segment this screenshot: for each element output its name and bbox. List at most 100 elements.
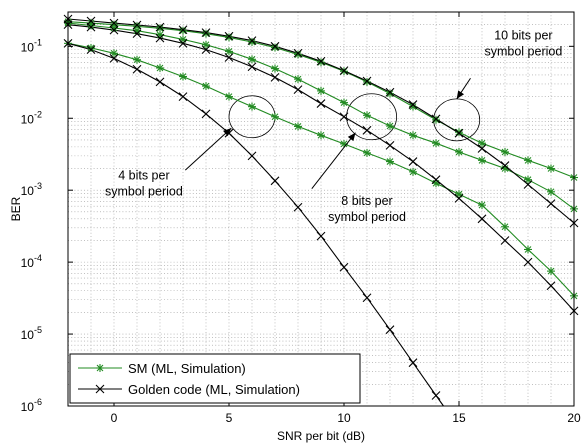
golden-code-4bit-marker xyxy=(155,77,165,87)
sm-4bit-marker xyxy=(156,63,164,72)
golden-code-8bit-marker xyxy=(523,257,533,267)
golden-code-8bit-marker xyxy=(385,140,395,150)
sm-4bit-marker xyxy=(317,131,325,140)
sm-10bit-marker xyxy=(455,128,463,137)
golden-code-10bit-marker xyxy=(500,161,510,170)
golden-code-10bit-marker xyxy=(477,144,487,153)
golden-code-8bit-marker xyxy=(178,38,188,48)
sm-10bit-marker xyxy=(179,26,187,35)
sm-4bit-marker xyxy=(294,122,302,131)
golden-code-4bit-marker xyxy=(385,325,395,335)
golden-code-10bit-marker xyxy=(201,28,211,38)
sm-10bit-marker xyxy=(363,77,371,86)
golden-code-10bit-marker xyxy=(339,66,349,75)
annotation-arrows xyxy=(184,77,471,189)
annotations: 10 bits per symbol period 4 bits per symbol… xyxy=(105,28,562,224)
golden-code-4bit-marker xyxy=(293,202,303,212)
x-tick-label: 15 xyxy=(452,411,466,425)
golden-code-10bit-marker xyxy=(178,25,188,35)
sm-4bit-marker xyxy=(202,82,210,91)
legend-label: Golden code (ML, Simulation) xyxy=(128,382,300,397)
sm-4bit-marker xyxy=(133,55,141,64)
x-tick-label: 10 xyxy=(337,411,351,425)
golden-code-10bit-marker xyxy=(293,48,303,58)
golden-code-8bit-marker xyxy=(132,29,142,39)
golden-code-8bit-marker xyxy=(86,22,96,32)
golden-code-10bit-marker xyxy=(270,41,280,51)
sm-10bit-marker xyxy=(225,33,233,42)
sm-8bit-marker xyxy=(317,86,325,95)
golden-code-10bit-marker xyxy=(431,114,441,124)
golden-code-4bit-marker xyxy=(178,92,188,101)
annotation-arrow xyxy=(311,132,356,189)
sm-4bit-marker xyxy=(87,43,95,52)
plot-frame xyxy=(67,11,575,407)
legend-box xyxy=(69,353,361,404)
y-tick-label: 10-5 xyxy=(21,325,42,342)
golden-code-8bit-marker xyxy=(247,62,257,72)
sm-4bit-marker xyxy=(478,201,486,210)
sm-8bit-marker xyxy=(225,47,233,56)
golden-code-10bit-marker xyxy=(316,56,326,66)
golden-code-4bit-marker xyxy=(270,176,280,186)
sm-8bit-marker xyxy=(409,131,417,140)
golden-code-10bit-marker xyxy=(523,180,533,189)
golden-code-10bit-marker xyxy=(86,16,96,26)
golden-code-4bit-marker xyxy=(316,231,326,241)
golden-code-10bit-marker xyxy=(155,22,165,32)
golden-code-8bit-marker xyxy=(362,125,372,135)
sm-8bit-marker xyxy=(432,139,440,148)
sm-8bit-marker xyxy=(294,75,302,84)
x-tick-label: 20 xyxy=(567,411,581,425)
sm-10bit-marker xyxy=(202,29,210,38)
y-tick-label: 10-1 xyxy=(21,37,42,54)
sm-4bit-marker xyxy=(225,92,233,101)
annotation-1: 10 bits per symbol period xyxy=(484,28,562,58)
x-tick-label: 5 xyxy=(226,411,233,425)
golden-code-8bit-marker xyxy=(224,53,234,62)
highlight-ellipse xyxy=(346,93,398,141)
golden-code-8bit-marker xyxy=(339,112,349,122)
golden-code-8bit-marker xyxy=(454,193,464,203)
golden-code-8bit-marker xyxy=(500,236,510,245)
sm-8bit-marker xyxy=(455,147,463,156)
y-axis-label: BER xyxy=(9,196,23,221)
sm-4bit-marker xyxy=(524,245,532,254)
sm-10bit-marker xyxy=(317,58,325,67)
sm-4bit-marker xyxy=(455,190,463,199)
legend: SM (ML, Simulation) Golden code (ML, Simu… xyxy=(69,353,361,404)
golden-code-8bit-marker xyxy=(293,85,303,95)
tick-labels: 0 5 10 15 20 10-6 10-5 10-4 10-3 10-2 10-1 xyxy=(21,37,581,425)
annotation-2: 4 bits per symbol period xyxy=(105,169,183,199)
sm-8bit-marker xyxy=(202,40,210,49)
golden-code-10bit-marker xyxy=(247,36,257,46)
golden-code-8bit-marker xyxy=(270,72,280,82)
golden-code-10bit-marker xyxy=(385,87,395,97)
golden-code-4bit-marker xyxy=(362,293,372,303)
golden-code-4bit-marker xyxy=(247,151,257,161)
sm-4bit-marker xyxy=(340,139,348,148)
sm-10bit-marker xyxy=(133,22,141,31)
golden-code-8bit-marker xyxy=(155,33,165,43)
golden-code-10bit-marker xyxy=(109,18,119,28)
sm-10bit-marker xyxy=(524,156,532,165)
sm-10bit-marker xyxy=(248,37,256,46)
legend-label: SM (ML, Simulation) xyxy=(128,361,246,376)
sm-10bit-marker xyxy=(156,24,164,33)
legend-marker xyxy=(95,384,105,394)
sm-8bit-marker xyxy=(524,175,532,184)
golden-code-10bit-marker xyxy=(132,20,142,30)
golden-code-8bit-marker xyxy=(316,99,326,108)
y-tick-label: 10-4 xyxy=(21,253,42,270)
sm-10bit-marker xyxy=(110,20,118,29)
golden-code-10bit-marker xyxy=(224,31,234,41)
sm-4bit-marker xyxy=(271,112,279,121)
y-tick-label: 10-6 xyxy=(21,397,42,414)
sm-4bit-marker xyxy=(179,72,187,81)
sm-10bit-marker xyxy=(547,164,555,173)
y-tick-label: 10-2 xyxy=(21,109,42,126)
annotation-arrow xyxy=(184,127,232,171)
sm-10bit-marker xyxy=(478,139,486,148)
golden-code-8bit-marker xyxy=(201,45,211,55)
